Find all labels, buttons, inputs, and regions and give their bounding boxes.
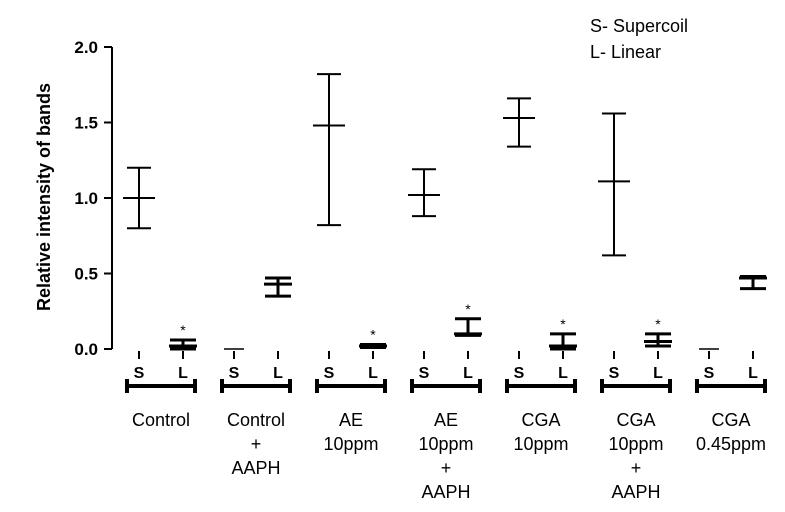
y-tick-label: 1.5	[74, 114, 98, 133]
x-tick-label: L	[748, 365, 758, 382]
x-tick-label: L	[368, 365, 378, 382]
group-label-line: +	[251, 434, 262, 454]
group-label-line: 10ppm	[418, 434, 473, 454]
significance-star: *	[180, 322, 186, 338]
group-label-line: AAPH	[611, 482, 660, 502]
x-tick-label: S	[324, 365, 335, 382]
group-label-line: AAPH	[231, 458, 280, 478]
group-label: AE 10ppm + AAPH	[418, 410, 473, 502]
significance-star: *	[465, 301, 471, 317]
y-tick-label: 0.0	[74, 340, 98, 359]
legend-entry-linear: L- Linear	[590, 42, 661, 62]
group-label: AE 10ppm	[323, 410, 378, 454]
y-axis-label: Relative intensity of bands	[34, 83, 54, 311]
group-label-line: Control	[132, 410, 190, 430]
group-label-line: AE	[434, 410, 458, 430]
group-label-line: +	[441, 458, 452, 478]
significance-star: *	[560, 316, 566, 332]
group-label-line: AE	[339, 410, 363, 430]
x-tick-label: L	[558, 365, 568, 382]
significance-star: *	[370, 326, 376, 342]
group-label-line: AAPH	[421, 482, 470, 502]
x-tick-label: S	[134, 365, 145, 382]
group-label-line: CGA	[616, 410, 655, 430]
group-label: CGA 0.45ppm	[696, 410, 766, 454]
significance-star: *	[655, 316, 661, 332]
group-label: Control	[132, 410, 190, 430]
group-label-line: Control	[227, 410, 285, 430]
legend: S- Supercoil L- Linear	[590, 16, 688, 62]
x-tick-label: L	[273, 365, 283, 382]
x-tick-label: L	[653, 365, 663, 382]
group-label-line: 0.45ppm	[696, 434, 766, 454]
group-label-line: CGA	[711, 410, 750, 430]
y-axis: 0.0 0.5 1.0 1.5 2.0	[74, 38, 113, 359]
y-tick-label: 2.0	[74, 38, 98, 57]
error-bars: * * * * *	[123, 73, 767, 351]
group-label: CGA 10ppm	[513, 410, 568, 454]
x-tick-label: S	[229, 365, 240, 382]
group-label-line: +	[631, 458, 642, 478]
group-label-line: 10ppm	[608, 434, 663, 454]
x-tick-label: S	[609, 365, 620, 382]
x-tick-label: S	[704, 365, 715, 382]
x-tick-label: L	[178, 365, 188, 382]
y-tick-label: 1.0	[74, 189, 98, 208]
y-tick-label: 0.5	[74, 265, 98, 284]
x-tick-label: S	[419, 365, 430, 382]
group-label: Control + AAPH	[227, 410, 285, 478]
legend-entry-supercoil: S- Supercoil	[590, 16, 688, 36]
group-label: CGA 10ppm + AAPH	[608, 410, 663, 502]
group-label-line: 10ppm	[513, 434, 568, 454]
group-label-line: CGA	[521, 410, 560, 430]
x-tick-label: L	[463, 365, 473, 382]
x-tick-label: S	[514, 365, 525, 382]
group-label-line: 10ppm	[323, 434, 378, 454]
